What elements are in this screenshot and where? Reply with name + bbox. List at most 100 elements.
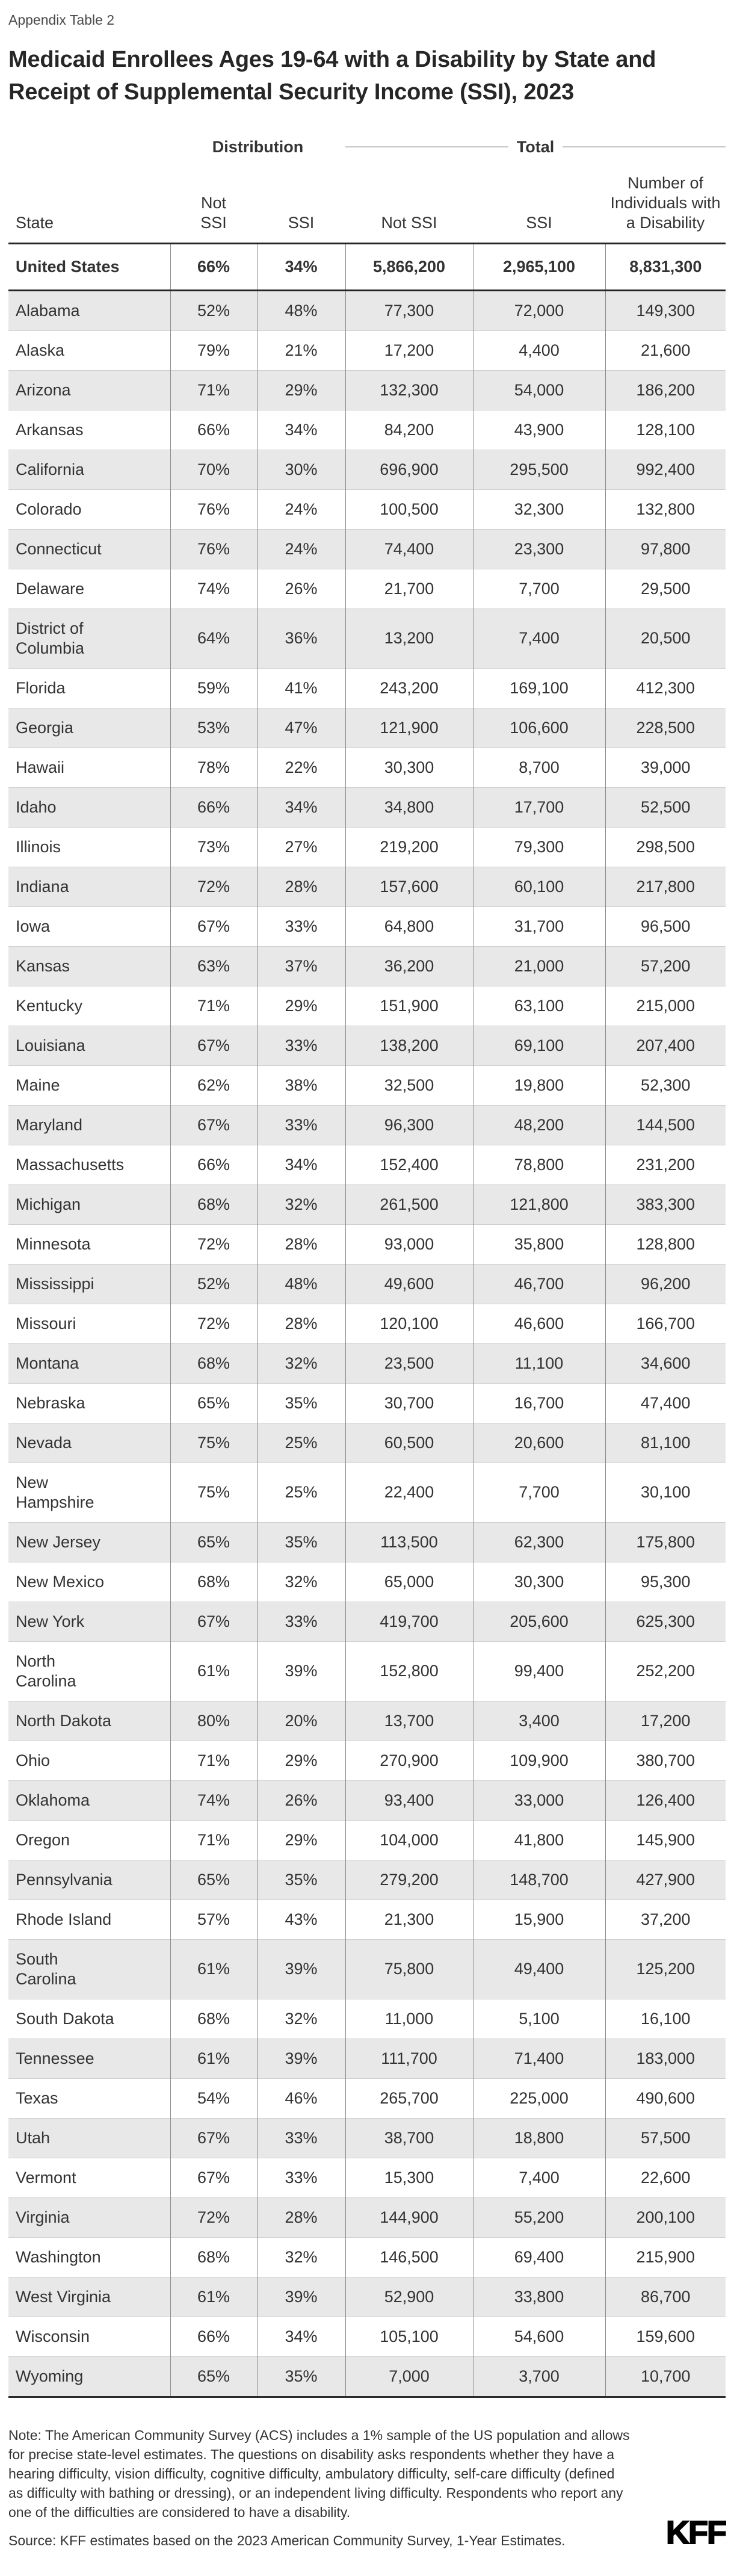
value-cell: 67% bbox=[170, 1104, 257, 1145]
value-cell: 48,200 bbox=[472, 1104, 606, 1145]
value-cell: 39,000 bbox=[605, 747, 726, 788]
table-row: North Carolina 61% 39% 152,800 99,400 252,200 bbox=[8, 1641, 726, 1701]
value-cell: 152,800 bbox=[345, 1641, 473, 1701]
value-cell: 30% bbox=[256, 449, 346, 490]
value-cell: 64% bbox=[170, 608, 257, 669]
value-cell: 79% bbox=[170, 330, 257, 371]
value-cell: 68% bbox=[170, 1998, 257, 2039]
state-cell: South Carolina bbox=[8, 1939, 170, 1999]
group-header-total: Total bbox=[345, 138, 726, 173]
state-cell: Florida bbox=[8, 667, 170, 708]
value-cell: 152,400 bbox=[345, 1144, 473, 1185]
state-cell: Connecticut bbox=[8, 528, 170, 569]
table-row: Utah 67% 33% 38,700 18,800 57,500 bbox=[8, 2117, 726, 2158]
footer: Note: The American Community Survey (ACS… bbox=[8, 2426, 727, 2551]
value-cell: 252,200 bbox=[605, 1641, 726, 1701]
state-cell: Oregon bbox=[8, 1819, 170, 1860]
value-cell: 22% bbox=[256, 747, 346, 788]
kff-logo: KFF bbox=[665, 2514, 727, 2551]
value-cell: 71% bbox=[170, 1819, 257, 1860]
value-cell: 120,100 bbox=[345, 1303, 473, 1344]
value-cell: 20,600 bbox=[472, 1422, 606, 1463]
table-row: Idaho 66% 34% 34,800 17,700 52,500 bbox=[8, 787, 726, 828]
value-cell: 696,900 bbox=[345, 449, 473, 490]
state-cell: Rhode Island bbox=[8, 1899, 170, 1940]
value-cell: 7,400 bbox=[472, 608, 606, 669]
value-cell: 95,300 bbox=[605, 1561, 726, 1602]
value-cell: 71% bbox=[170, 1740, 257, 1781]
table-row: Arkansas 66% 34% 84,200 43,900 128,100 bbox=[8, 409, 726, 450]
value-cell: 67% bbox=[170, 2117, 257, 2158]
value-cell: 67% bbox=[170, 1601, 257, 1642]
value-cell: 109,900 bbox=[472, 1740, 606, 1781]
value-cell: 79,300 bbox=[472, 826, 606, 867]
state-cell: Minnesota bbox=[8, 1224, 170, 1265]
value-cell: 66% bbox=[170, 409, 257, 450]
value-cell: 146,500 bbox=[345, 2237, 473, 2277]
value-cell: 35% bbox=[256, 1859, 346, 1900]
value-cell: 72% bbox=[170, 2197, 257, 2238]
value-cell: 30,700 bbox=[345, 1382, 473, 1423]
value-cell: 70% bbox=[170, 449, 257, 490]
value-cell: 31,700 bbox=[472, 906, 606, 947]
state-cell: West Virginia bbox=[8, 2276, 170, 2317]
value-cell: 126,400 bbox=[605, 1780, 726, 1821]
value-cell: 99,400 bbox=[472, 1641, 606, 1701]
table-row: Maryland 67% 33% 96,300 48,200 144,500 bbox=[8, 1104, 726, 1145]
state-cell: Massachusetts bbox=[8, 1144, 170, 1185]
value-cell: 65% bbox=[170, 1859, 257, 1900]
value-cell: 100,500 bbox=[345, 489, 473, 530]
value-cell: 490,600 bbox=[605, 2078, 726, 2119]
value-cell: 33% bbox=[256, 906, 346, 947]
value-cell: 15,900 bbox=[472, 1899, 606, 1940]
value-cell: 18,800 bbox=[472, 2117, 606, 2158]
value-cell: 32% bbox=[256, 1184, 346, 1225]
value-cell: 60,100 bbox=[472, 866, 606, 907]
value-cell: 215,900 bbox=[605, 2237, 726, 2277]
value-cell: 86,700 bbox=[605, 2276, 726, 2317]
value-cell: 24% bbox=[256, 528, 346, 569]
value-cell: 33% bbox=[256, 1601, 346, 1642]
column-header-total-ssi: SSI bbox=[473, 173, 606, 244]
value-cell: 11,100 bbox=[472, 1343, 606, 1384]
table-row: Delaware 74% 26% 21,700 7,700 29,500 bbox=[8, 568, 726, 609]
value-cell: 38% bbox=[256, 1065, 346, 1106]
note-text: Note: The American Community Survey (ACS… bbox=[8, 2427, 630, 2520]
value-cell: 23,500 bbox=[345, 1343, 473, 1384]
value-cell: 33,800 bbox=[472, 2276, 606, 2317]
table-row: Nevada 75% 25% 60,500 20,600 81,100 bbox=[8, 1422, 726, 1463]
state-cell: New Jersey bbox=[8, 1522, 170, 1562]
value-cell: 65% bbox=[170, 1382, 257, 1423]
value-cell: 29% bbox=[256, 1819, 346, 1860]
value-cell: 49,600 bbox=[345, 1263, 473, 1304]
state-cell: California bbox=[8, 449, 170, 490]
state-cell: Virginia bbox=[8, 2197, 170, 2238]
state-cell: Louisiana bbox=[8, 1025, 170, 1066]
table-row: Louisiana 67% 33% 138,200 69,100 207,400 bbox=[8, 1025, 726, 1066]
value-cell: 30,300 bbox=[472, 1561, 606, 1602]
value-cell: 111,700 bbox=[345, 2038, 473, 2079]
value-cell: 295,500 bbox=[472, 449, 606, 490]
state-cell: Alabama bbox=[8, 290, 170, 331]
value-cell: 76% bbox=[170, 528, 257, 569]
table-row: New York 67% 33% 419,700 205,600 625,300 bbox=[8, 1601, 726, 1642]
value-cell: 200,100 bbox=[605, 2197, 726, 2238]
table-row: Maine 62% 38% 32,500 19,800 52,300 bbox=[8, 1065, 726, 1106]
state-cell: Maryland bbox=[8, 1104, 170, 1145]
table-body: United States 66% 34% 5,866,200 2,965,100 8,8… bbox=[8, 243, 726, 2398]
value-cell: 41,800 bbox=[472, 1819, 606, 1860]
state-cell: Kentucky bbox=[8, 985, 170, 1026]
value-cell: 5,100 bbox=[472, 1998, 606, 2039]
state-cell: Arizona bbox=[8, 370, 170, 410]
value-cell: 157,600 bbox=[345, 866, 473, 907]
value-cell: 72% bbox=[170, 1303, 257, 1344]
value-cell: 38,700 bbox=[345, 2117, 473, 2158]
table-row: Michigan 68% 32% 261,500 121,800 383,300 bbox=[8, 1184, 726, 1225]
value-cell: 34,600 bbox=[605, 1343, 726, 1384]
state-cell: Montana bbox=[8, 1343, 170, 1384]
value-cell: 625,300 bbox=[605, 1601, 726, 1642]
value-cell: 28% bbox=[256, 866, 346, 907]
value-cell: 33% bbox=[256, 2117, 346, 2158]
value-cell: 78,800 bbox=[472, 1144, 606, 1185]
value-cell: 81,100 bbox=[605, 1422, 726, 1463]
